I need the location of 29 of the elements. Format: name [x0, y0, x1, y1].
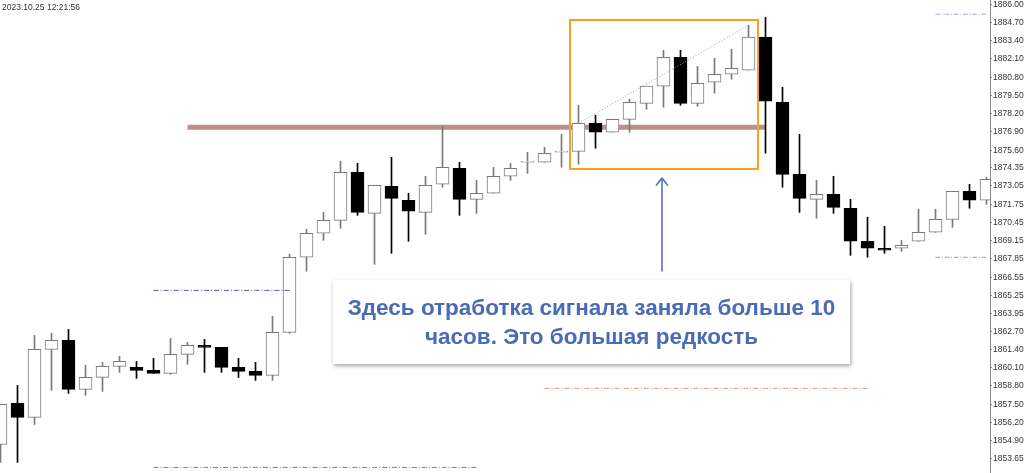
annotation: Здесь отработка сигнала заняла больше 10 часов. Это большая редкость [347, 295, 836, 349]
y-tick-label: 1882.10 [993, 53, 1024, 64]
y-tick-label: 1858.80 [993, 380, 1024, 391]
y-tick-label: 1856.20 [993, 416, 1024, 427]
y-tick-label: 1860.10 [993, 362, 1024, 373]
y-tick-label: 1865.25 [993, 289, 1024, 300]
y-tick-label: 1866.55 [993, 271, 1024, 282]
y-tick-label: 1880.80 [993, 71, 1024, 82]
y-tick-label: 1873.05 [993, 180, 1024, 191]
y-tick-label: 1863.95 [993, 308, 1024, 319]
y-tick-label: 1871.75 [993, 198, 1024, 209]
y-tick-label: 1879.50 [993, 89, 1024, 100]
annotation: 2023.10.25 12:21:56 [2, 2, 80, 12]
y-tick-label: 1853.65 [993, 452, 1024, 463]
y-tick-label: 1884.70 [993, 16, 1024, 27]
y-tick-label: 1883.40 [993, 35, 1024, 46]
y-tick-label: 1854.90 [993, 435, 1024, 446]
callout-box: Здесь отработка сигнала заняла больше 10 часов. Это большая редкость [333, 280, 850, 364]
y-tick-label: 1875.60 [993, 144, 1024, 155]
y-tick-label: 1870.45 [993, 216, 1024, 227]
y-tick-label: 1876.90 [993, 126, 1024, 137]
y-tick-label: 1869.15 [993, 235, 1024, 246]
y-tick-label: 1862.70 [993, 325, 1024, 336]
y-tick-label: 1861.40 [993, 343, 1024, 354]
y-tick-label: 1874.35 [993, 162, 1024, 173]
y-tick-label: 1867.85 [993, 253, 1024, 264]
y-tick-label: 1878.20 [993, 108, 1024, 119]
y-tick-label: 1886.00 [993, 0, 1024, 9]
y-tick-label: 1857.50 [993, 398, 1024, 409]
